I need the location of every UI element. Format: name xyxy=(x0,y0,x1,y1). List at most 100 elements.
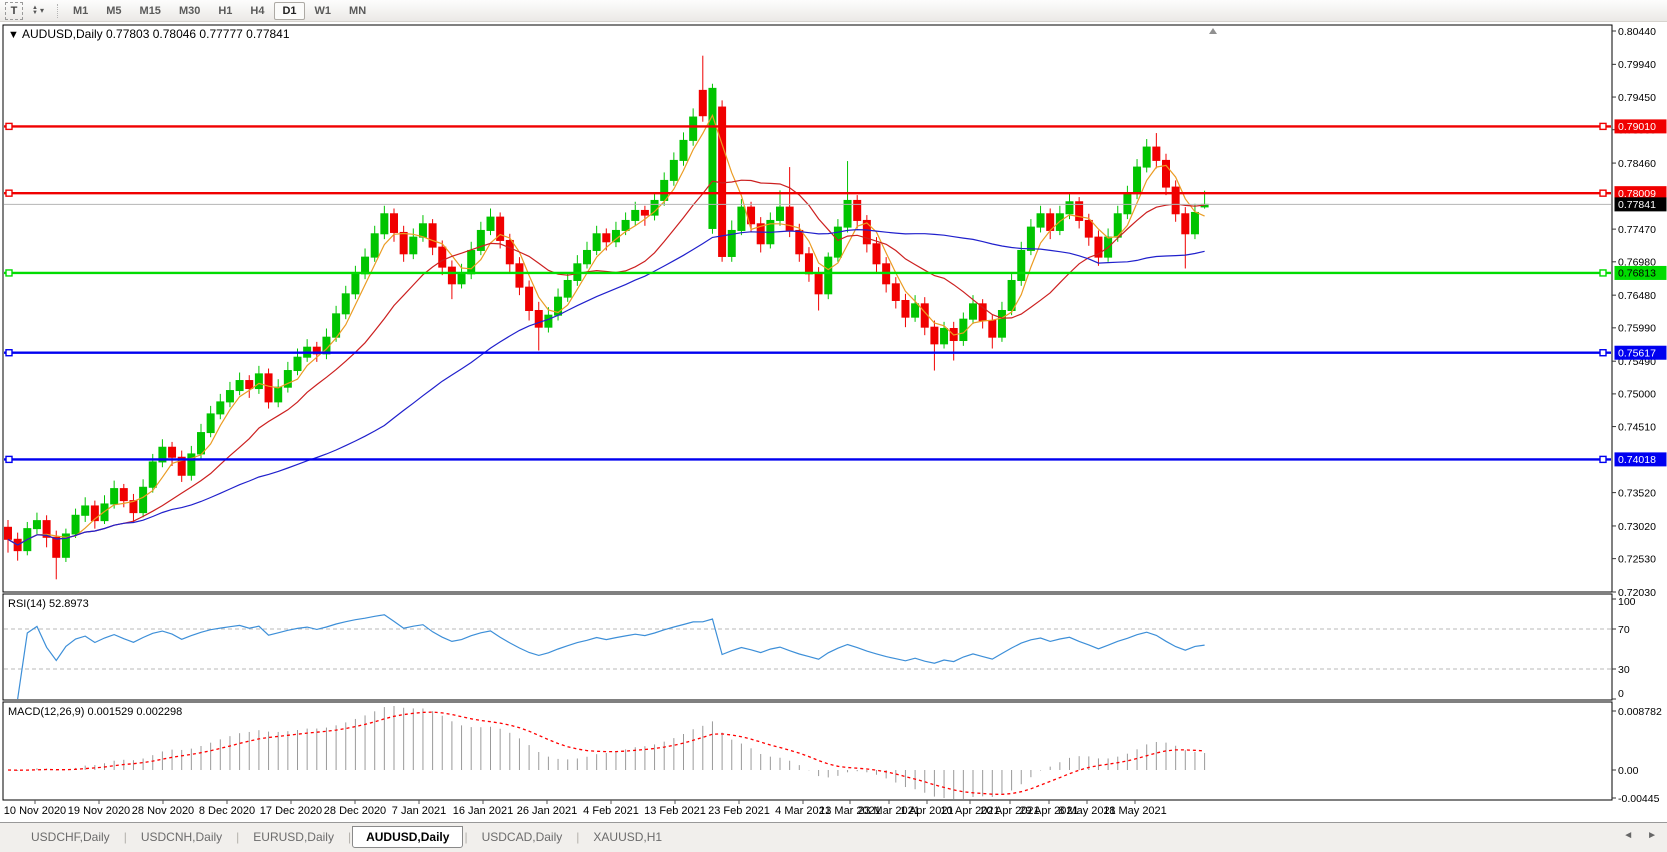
timeframe-button-mn[interactable]: MN xyxy=(341,2,374,20)
candle xyxy=(1007,279,1016,311)
candle xyxy=(81,505,90,516)
candle xyxy=(370,233,379,258)
price-tick-label: 0.77470 xyxy=(1618,224,1656,236)
tab-separator: | xyxy=(123,830,127,844)
candle xyxy=(718,106,727,257)
ma-line-mid xyxy=(7,179,1205,546)
timeframe-button-m30[interactable]: M30 xyxy=(171,2,208,20)
candle xyxy=(341,293,350,315)
timeframe-group: M1 M5 M15 M30 H1 H4 D1 W1 MN xyxy=(64,1,375,20)
hline-handle[interactable] xyxy=(1599,455,1607,464)
rsi-pane-frame xyxy=(2,593,1613,701)
hline-handle[interactable] xyxy=(5,269,13,277)
date-label: 29 Apr 2021 xyxy=(1019,805,1078,817)
hline-handle[interactable] xyxy=(5,349,13,357)
tab-xauusd[interactable]: XAUUSD,H1 xyxy=(593,830,663,844)
date-label: 13 Mar 2021 xyxy=(819,805,881,817)
candle xyxy=(833,226,842,258)
candle xyxy=(158,446,167,463)
chart-tabs: USDCHF,Daily | USDCNH,Daily | EURUSD,Daily | A… xyxy=(18,825,675,849)
candle xyxy=(872,243,881,265)
tab-audusd[interactable]: AUDUSD,Daily xyxy=(352,826,464,848)
ma-line-slow xyxy=(7,228,1205,546)
tab-scroll-right-icon[interactable]: ► xyxy=(1647,830,1657,841)
price-tick-label: 0.72530 xyxy=(1618,553,1656,565)
hline-handle[interactable] xyxy=(1599,122,1607,131)
timeframe-button-h1[interactable]: H1 xyxy=(210,2,240,20)
date-label: 23 Feb 2021 xyxy=(708,805,770,817)
tab-usdcad[interactable]: USDCAD,Daily xyxy=(481,830,563,844)
date-label: 28 Dec 2020 xyxy=(324,805,386,817)
candle xyxy=(254,373,263,390)
candle xyxy=(1133,166,1142,195)
candle xyxy=(380,213,389,235)
candle xyxy=(1075,201,1084,221)
date-label: 10 Nov 2020 xyxy=(4,805,66,817)
tab-separator: | xyxy=(236,830,240,844)
date-label: 10 Apr 2021 xyxy=(940,805,999,817)
candle xyxy=(61,533,70,558)
timeframe-button-h4[interactable]: H4 xyxy=(242,2,272,20)
price-badge-label: 0.76813 xyxy=(1618,268,1656,280)
timeframe-button-m1[interactable]: M1 xyxy=(65,2,96,20)
date-label: 23 Mar 2021 xyxy=(858,805,920,817)
candle xyxy=(621,219,630,231)
candle xyxy=(544,314,553,328)
tab-eurusd[interactable]: EURUSD,Daily xyxy=(253,830,334,844)
text-tool-button[interactable]: T xyxy=(5,1,23,20)
candle xyxy=(1026,226,1035,251)
hline-handle[interactable] xyxy=(1599,189,1607,197)
candle xyxy=(930,326,939,345)
timeframe-button-w1[interactable]: W1 xyxy=(307,2,340,20)
hline-handle[interactable] xyxy=(1599,269,1607,277)
candle xyxy=(689,116,698,141)
ma-line-fast xyxy=(7,113,1205,546)
arrows-tool-button[interactable]: ▲ ▼ ▾ xyxy=(25,2,51,20)
timeframe-button-m15[interactable]: M15 xyxy=(132,2,169,20)
hline-handle[interactable] xyxy=(1599,349,1607,357)
price-badge-label: 0.78009 xyxy=(1618,188,1656,200)
candle xyxy=(129,500,138,514)
candle xyxy=(428,223,437,248)
macd-tick-label: -0.00445 xyxy=(1618,793,1660,805)
candle xyxy=(1142,146,1151,168)
tab-usdcnh[interactable]: USDCNH,Daily xyxy=(140,830,223,844)
hline-handle[interactable] xyxy=(5,455,13,464)
candle xyxy=(505,239,514,265)
candle xyxy=(274,386,283,403)
candle xyxy=(1036,213,1045,228)
hline-handle[interactable] xyxy=(5,189,13,197)
date-label: 4 Feb 2021 xyxy=(583,805,639,817)
top-toolbar: T ▲ ▼ ▾ M1 M5 M15 M30 H1 H4 D1 W1 MN xyxy=(0,0,1667,22)
date-label: 4 Mar 2021 xyxy=(775,805,831,817)
price-badge-label: 0.74018 xyxy=(1618,454,1656,466)
macd-tick-label: 0.00 xyxy=(1618,765,1639,777)
price-tick-label: 0.79450 xyxy=(1618,92,1656,104)
candle xyxy=(457,273,466,285)
candle xyxy=(611,229,620,243)
candle xyxy=(148,461,157,488)
candle xyxy=(225,390,234,403)
macd-pane-frame xyxy=(2,701,1613,801)
candle xyxy=(853,199,862,221)
chart-shift-marker[interactable] xyxy=(1209,28,1217,34)
collapse-triangle-icon[interactable]: ▼ xyxy=(8,29,19,41)
candle xyxy=(969,303,977,320)
price-badge-label: 0.79010 xyxy=(1618,121,1656,133)
candle xyxy=(486,216,495,231)
date-label: 17 Dec 2020 xyxy=(260,805,322,817)
candle xyxy=(119,488,128,502)
rsi-label: RSI(14) 52.8973 xyxy=(8,598,89,610)
tab-scroll-left-icon[interactable]: ◄ xyxy=(1623,830,1634,841)
candle xyxy=(197,432,205,455)
candle xyxy=(399,231,408,255)
candle xyxy=(283,370,292,388)
candle xyxy=(602,233,611,243)
hline-handle[interactable] xyxy=(5,122,13,131)
timeframe-button-d1[interactable]: D1 xyxy=(274,2,305,20)
tab-usdchf[interactable]: USDCHF,Daily xyxy=(31,830,110,844)
candle xyxy=(940,328,949,345)
candle xyxy=(669,159,678,181)
timeframe-button-m5[interactable]: M5 xyxy=(98,2,129,20)
